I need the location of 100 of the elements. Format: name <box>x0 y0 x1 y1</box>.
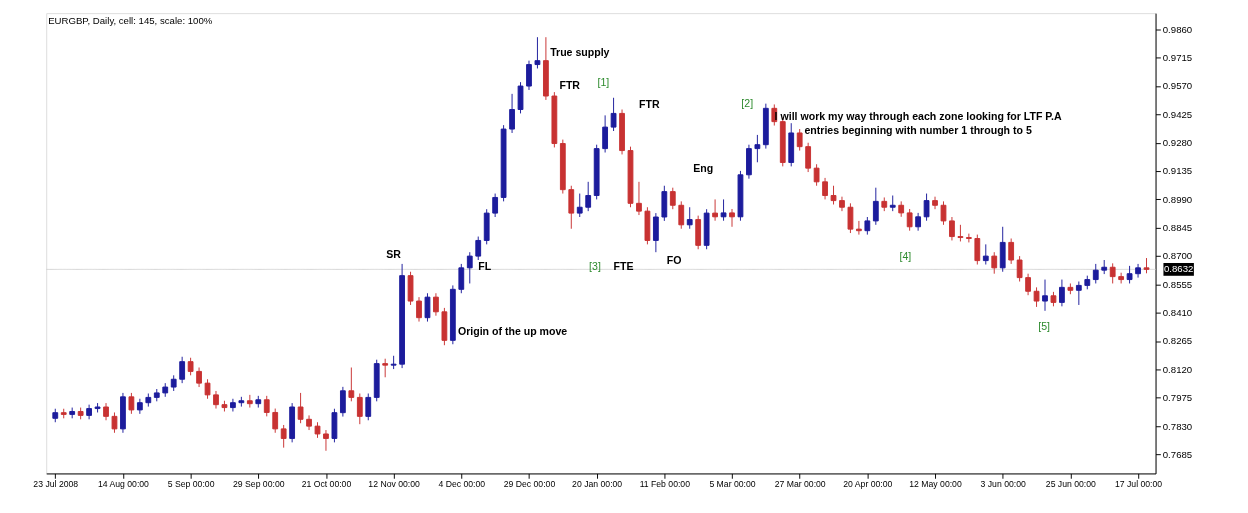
y-tick-label: 0.9570 <box>1162 80 1193 92</box>
candlestick <box>1135 263 1141 279</box>
y-tick-label: 0.8990 <box>1162 193 1193 205</box>
y-tick-label: 0.8845 <box>1162 222 1193 234</box>
y-tick-label: 0.9280 <box>1162 137 1193 149</box>
candlestick <box>348 367 355 402</box>
candlestick <box>1033 286 1040 308</box>
candlestick <box>365 393 372 421</box>
annotation: FTE <box>613 260 634 273</box>
candlestick <box>1092 263 1099 284</box>
y-tick-label: 0.8120 <box>1162 363 1193 375</box>
candlestick <box>847 202 854 234</box>
candlestick <box>610 97 617 132</box>
annotation: True supply <box>550 46 610 59</box>
y-tick-label: 0.7830 <box>1162 420 1193 432</box>
candlestick <box>678 200 685 230</box>
y-tick-label: 0.7685 <box>1162 448 1193 460</box>
candlestick <box>669 187 676 210</box>
candlestick <box>424 292 431 323</box>
candlestick <box>965 233 972 243</box>
candlestick <box>830 185 837 205</box>
y-tick-label: 0.9860 <box>1162 23 1193 35</box>
annotation: [2] <box>741 97 754 110</box>
candlestick <box>712 198 718 222</box>
chart-title: EURGBP, Daily, cell: 145, scale: 100% <box>48 14 213 26</box>
candlestick <box>1109 262 1116 284</box>
annotation: Origin of the up move <box>457 324 568 337</box>
x-tick-label: 5 Mar 00:00 <box>709 479 756 490</box>
candlestick <box>306 414 312 431</box>
x-tick-label: 20 Jan 00:00 <box>572 479 623 490</box>
x-tick-label: 12 Nov 00:00 <box>368 479 421 490</box>
x-tick-label: 29 Dec 00:00 <box>503 479 556 490</box>
candlestick <box>991 251 998 275</box>
candlestick <box>323 429 329 452</box>
annotation: [4] <box>899 249 912 262</box>
candlestick <box>982 243 989 265</box>
candlestick <box>585 181 592 212</box>
x-tick-label: 23 Jul 2008 <box>33 479 79 490</box>
annotation: FTR <box>638 98 660 111</box>
candlestick <box>1075 281 1082 306</box>
candlestick <box>466 251 473 284</box>
candlestick <box>1025 273 1031 296</box>
annotation: I will work my way through each zone looking for LTF P.A entries beginning with number 1 through to 5 <box>774 109 1062 137</box>
candlestick <box>339 386 346 418</box>
candlestick <box>356 393 363 425</box>
x-tick-label: 29 Sep 00:00 <box>233 479 285 490</box>
candlestick <box>509 93 515 134</box>
candlestick <box>568 185 575 230</box>
annotation: [5] <box>1038 319 1051 332</box>
candlestick <box>636 181 642 216</box>
candlestick <box>906 208 913 232</box>
y-tick-label: 0.8700 <box>1162 250 1193 262</box>
candlestick <box>433 292 439 317</box>
candlestick <box>822 177 828 200</box>
candlestick <box>526 60 532 91</box>
x-tick-label: 4 Dec 00:00 <box>438 479 486 490</box>
candlestick <box>204 378 211 400</box>
candlestick <box>534 36 541 69</box>
candlestick <box>652 212 659 253</box>
candlestick <box>416 296 422 323</box>
candlestick <box>1016 255 1023 282</box>
y-tick-label: 0.8265 <box>1162 335 1193 347</box>
annotation: FTR <box>559 79 581 92</box>
candlestick <box>475 236 482 261</box>
candlestick <box>492 193 499 218</box>
candlestick <box>856 220 862 236</box>
y-tick-label: 0.9715 <box>1162 52 1193 64</box>
y-tick-label: 0.9135 <box>1162 165 1193 177</box>
candlestick <box>458 263 465 294</box>
candlestick <box>263 395 270 417</box>
y-tick-label: 0.8555 <box>1162 278 1193 290</box>
candlestick <box>1008 238 1015 265</box>
candlestick <box>602 114 609 153</box>
candlestick <box>872 187 879 226</box>
candlestick <box>179 356 186 384</box>
candlestick <box>796 128 803 152</box>
x-tick-label: 25 Jun 00:00 <box>1045 479 1097 490</box>
candlestick <box>720 198 727 222</box>
candlestick <box>517 81 524 114</box>
candlestick <box>686 206 693 230</box>
candlestick <box>382 358 389 378</box>
candlestick <box>932 196 938 210</box>
candlestick <box>949 216 955 241</box>
ref-line-label: 0.8632 <box>1163 263 1194 275</box>
x-tick-label: 11 Feb 00:00 <box>639 479 691 490</box>
x-tick-label: 5 Sep 00:00 <box>167 479 215 490</box>
annotation: [3] <box>589 260 601 273</box>
candlestick <box>805 142 812 173</box>
candlestick <box>754 134 761 163</box>
annotation: [1] <box>597 76 610 89</box>
candlestick <box>230 398 236 412</box>
annotation: FL <box>478 260 492 273</box>
x-tick-label: 12 May 00:00 <box>909 479 962 490</box>
x-tick-label: 17 Jul 00:00 <box>1114 479 1163 490</box>
candlestick <box>729 208 735 228</box>
candlestick <box>923 193 930 222</box>
candlestick <box>1059 279 1065 307</box>
candlestick <box>111 411 118 434</box>
y-tick-label: 0.9425 <box>1162 108 1193 120</box>
annotation: SR <box>386 248 402 261</box>
